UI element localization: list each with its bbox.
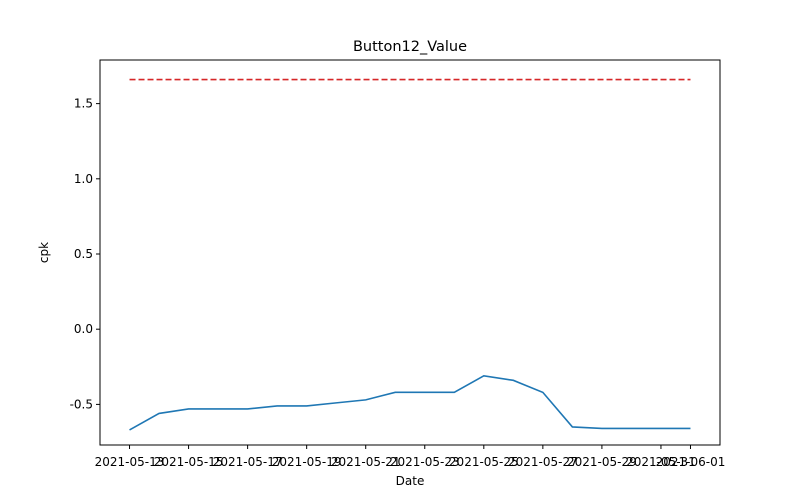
plot-frame bbox=[99, 59, 721, 446]
x-tick-label: 2021-05-19 bbox=[272, 455, 342, 469]
x-axis: 2021-05-132021-05-152021-05-172021-05-19… bbox=[95, 445, 726, 469]
y-tick-label: 1.5 bbox=[74, 97, 93, 111]
y-tick-label: 0.5 bbox=[74, 247, 93, 261]
x-tick-label: 2021-05-29 bbox=[567, 455, 637, 469]
y-axis-label: cpk bbox=[37, 242, 51, 263]
series-line bbox=[129, 374, 691, 431]
plot-series bbox=[129, 78, 691, 431]
y-axis: -0.5 0.0 0.5 1.0 1.5 bbox=[70, 97, 100, 411]
x-tick-label: 2021-05-27 bbox=[508, 455, 578, 469]
x-axis-label: Date bbox=[396, 474, 425, 488]
x-tick-label: 2021-05-21 bbox=[331, 455, 401, 469]
x-tick-label: 2021-05-31 bbox=[626, 455, 696, 469]
x-tick-label: 2021-05-13 bbox=[95, 455, 165, 469]
x-tick-label: 2021-05-25 bbox=[449, 455, 519, 469]
y-tick-label: 0.0 bbox=[74, 322, 93, 336]
x-tick-label: 2021-05-17 bbox=[213, 455, 283, 469]
chart-title: Button12_Value bbox=[353, 39, 467, 55]
y-tick-label: -0.5 bbox=[70, 397, 93, 411]
x-tick-label: 2021-05-23 bbox=[390, 455, 460, 469]
x-tick-label: 2021-05-15 bbox=[154, 455, 224, 469]
x-tick-label: 2021-06-01 bbox=[656, 455, 726, 469]
y-tick-label: 1.0 bbox=[74, 172, 93, 186]
